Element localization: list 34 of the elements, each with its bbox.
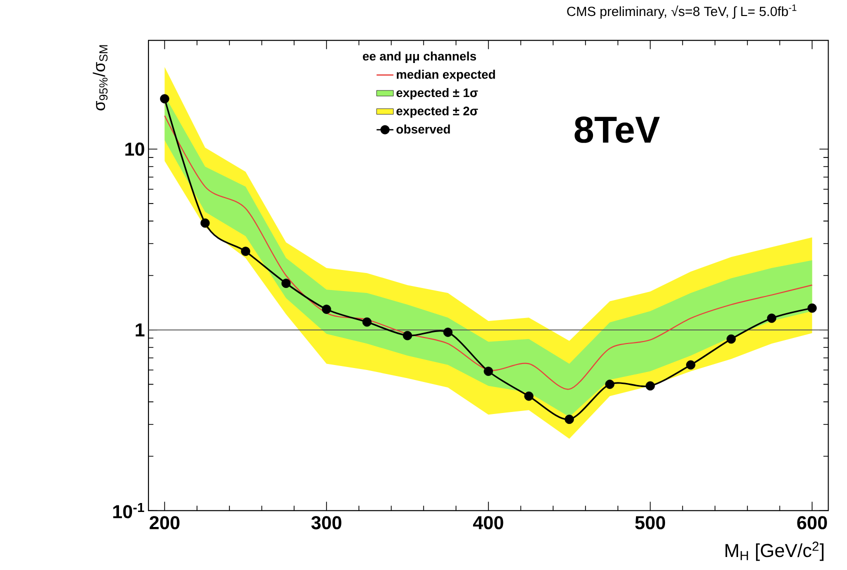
y-tick-label: 10 [125,142,144,156]
point [240,246,250,256]
y-axis-title: σ$_{95%}$/σ$_{SM}$ [92,45,108,111]
x-axis-title: M$_{H}$ [GeV/c$^{2}$] [726,542,824,561]
point [564,414,574,424]
point [402,331,412,340]
point [200,218,210,228]
x-tick-label: 600 [797,516,827,530]
point [484,366,494,376]
point [686,360,696,370]
annotation: 8TeV [574,116,660,144]
point [281,278,291,288]
x-tick-label: 200 [150,516,180,530]
point [726,334,736,344]
legend-label: expected ± 2σ [396,106,478,118]
point [767,314,776,324]
point [807,304,817,313]
x-tick-label: 500 [635,516,666,530]
point [160,94,170,104]
y-tick-label: 10$^{-1}$ [113,503,144,518]
chart-title: CMS preliminary, √s=8 TeV, ∫ L= 5.0fb$^{-1}$ [567,4,796,19]
x-tick-label: 400 [473,516,504,530]
y-tick-label: 1 [136,324,144,336]
point [443,328,453,338]
legend-label: median expected [396,70,495,82]
x-tick-label: 300 [311,516,342,530]
point [362,318,372,327]
point [646,381,655,391]
point [524,392,534,401]
point [605,380,614,390]
legend-title: ee and μμ channels [362,52,476,64]
legend-label: observed [396,124,450,134]
legend-label: expected ± 1σ [396,88,478,100]
point [322,304,332,314]
